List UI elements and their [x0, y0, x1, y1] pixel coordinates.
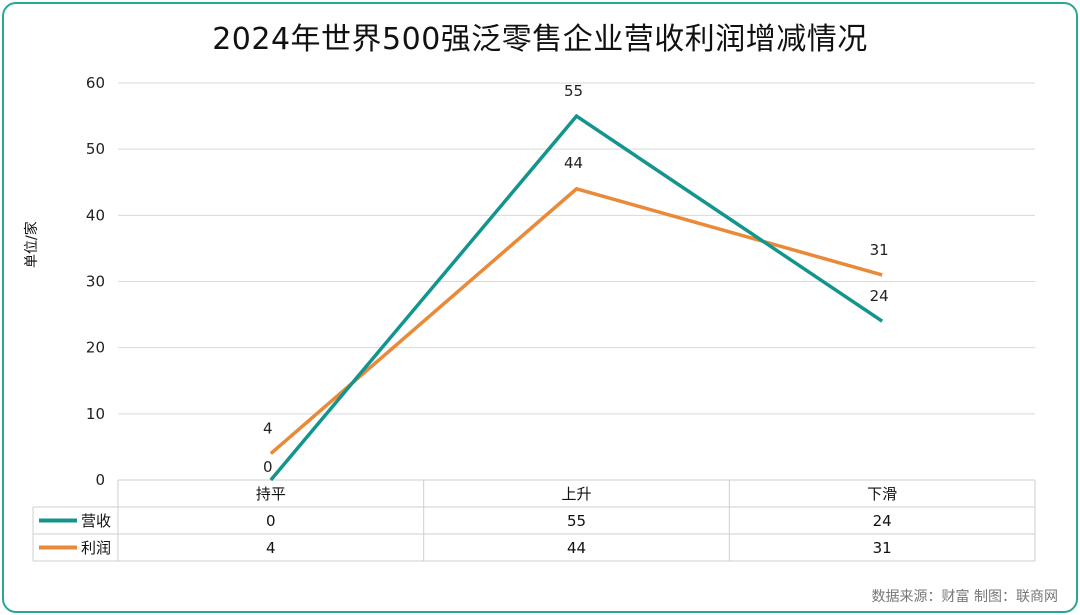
y-tick-label: 60	[86, 74, 105, 92]
y-tick-label: 0	[95, 471, 105, 489]
y-tick-label: 10	[86, 405, 105, 423]
category-label: 持平	[256, 485, 286, 503]
table-cell: 0	[266, 512, 276, 530]
data-label: 55	[564, 82, 583, 100]
chart-title: 2024年世界500强泛零售企业营收利润增减情况	[212, 22, 868, 57]
data-label: 0	[263, 458, 273, 476]
table-cell: 4	[266, 539, 276, 557]
data-label: 24	[870, 287, 889, 305]
data-label: 44	[564, 154, 583, 172]
y-tick-label: 40	[86, 206, 105, 224]
y-tick-label: 30	[86, 273, 105, 291]
table-cell: 55	[567, 512, 586, 530]
category-label: 下滑	[867, 485, 897, 503]
legend-label: 营收	[81, 512, 111, 530]
data-label: 4	[263, 420, 273, 438]
y-tick-label: 20	[86, 339, 105, 357]
table-cell: 44	[567, 539, 586, 557]
legend-label: 利润	[81, 539, 111, 557]
table-cell: 31	[873, 539, 892, 557]
category-label: 上升	[561, 485, 591, 503]
data-label: 31	[870, 241, 889, 259]
y-tick-label: 50	[86, 140, 105, 158]
table-cell: 24	[873, 512, 892, 530]
source-note: 数据来源：财富 制图：联商网	[871, 589, 1058, 605]
